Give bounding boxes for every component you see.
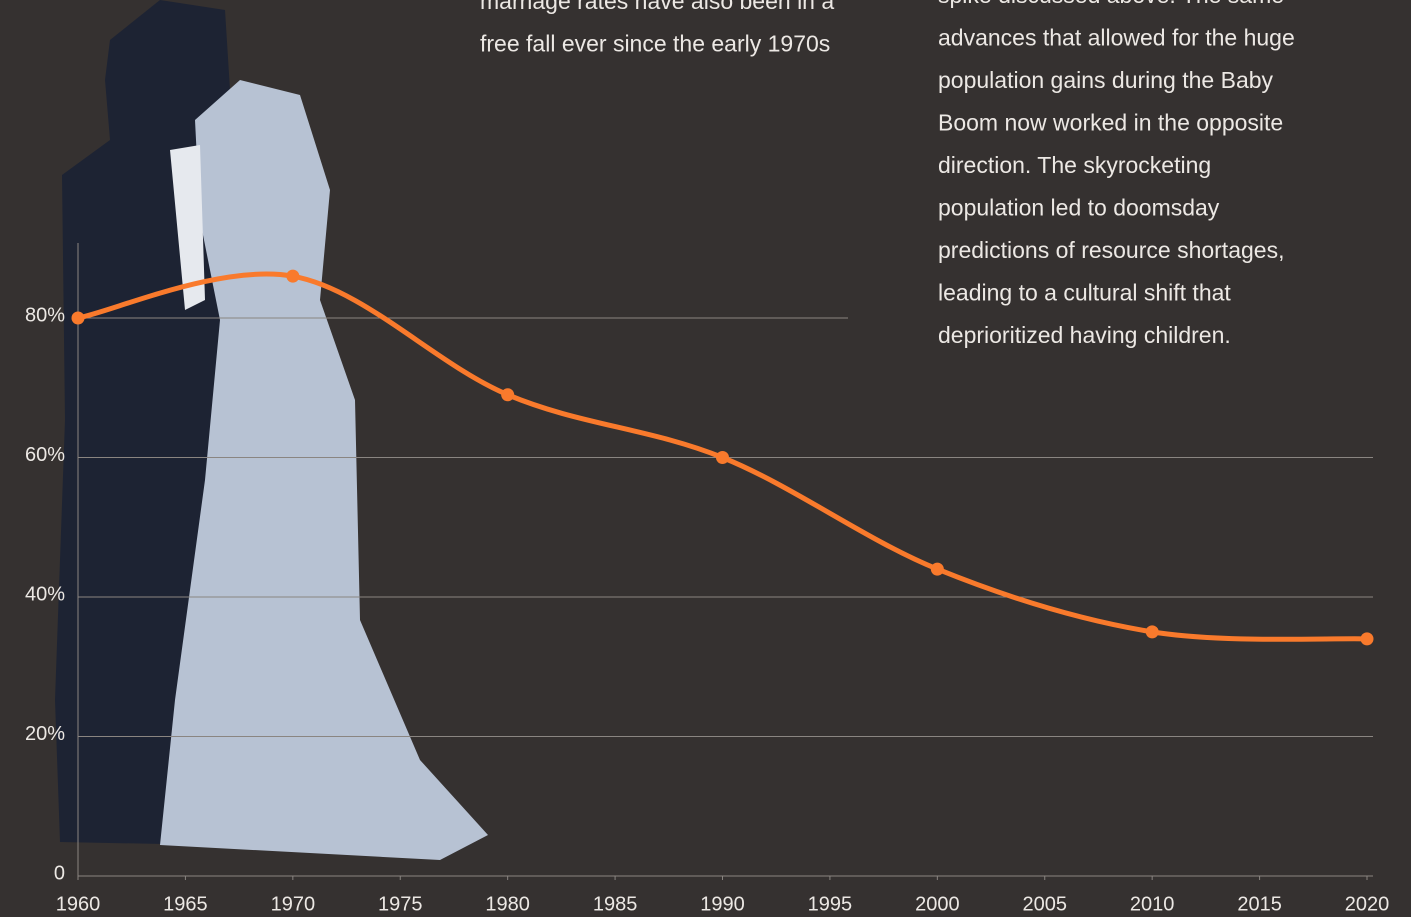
x-tick-label: 2020: [1345, 893, 1390, 915]
x-tick-label: 1990: [700, 893, 745, 915]
x-tick-label: 2005: [1023, 893, 1068, 915]
annotation-text: population gains during the Baby: [938, 67, 1274, 93]
annotation-text: free fall ever since the early 1970s: [480, 31, 830, 57]
data-point: [501, 388, 515, 402]
annotation-text: population led to doomsday: [938, 195, 1220, 221]
x-tick-label: 1975: [378, 893, 423, 915]
x-tick-label: 2015: [1237, 893, 1282, 915]
y-tick-label: 40%: [25, 583, 65, 605]
data-point: [71, 311, 85, 325]
x-tick-label: 1965: [163, 893, 208, 915]
x-tick-label: 1970: [271, 893, 316, 915]
y-tick-label: 80%: [25, 304, 65, 326]
data-point: [930, 562, 944, 576]
x-tick-label: 1960: [56, 893, 101, 915]
data-point: [716, 451, 729, 464]
x-tick-label: 2010: [1130, 893, 1175, 915]
x-tick-label: 2000: [915, 893, 960, 915]
data-point: [1145, 625, 1159, 639]
annotation-text: spike discussed above. The same: [938, 0, 1284, 8]
y-tick-label: 60%: [25, 444, 65, 466]
annotation-text: Boom now worked in the opposite: [938, 110, 1283, 136]
y-tick-label: 20%: [25, 723, 65, 745]
x-tick-label: 1985: [593, 893, 638, 915]
x-tick-label: 1995: [808, 893, 853, 915]
y-tick-label: 0: [54, 862, 65, 884]
data-point: [286, 269, 300, 283]
annotation-text: predictions of resource shortages,: [938, 237, 1284, 263]
annotation-text: deprioritized having children.: [938, 322, 1231, 348]
annotation-text: advances that allowed for the huge: [938, 25, 1295, 51]
data-point: [1360, 632, 1374, 646]
annotation-text: marriage rates have also been in a: [480, 0, 834, 14]
annotation-text: leading to a cultural shift that: [938, 280, 1231, 306]
annotation-text: direction. The skyrocketing: [938, 152, 1211, 178]
x-tick-label: 1980: [485, 893, 530, 915]
